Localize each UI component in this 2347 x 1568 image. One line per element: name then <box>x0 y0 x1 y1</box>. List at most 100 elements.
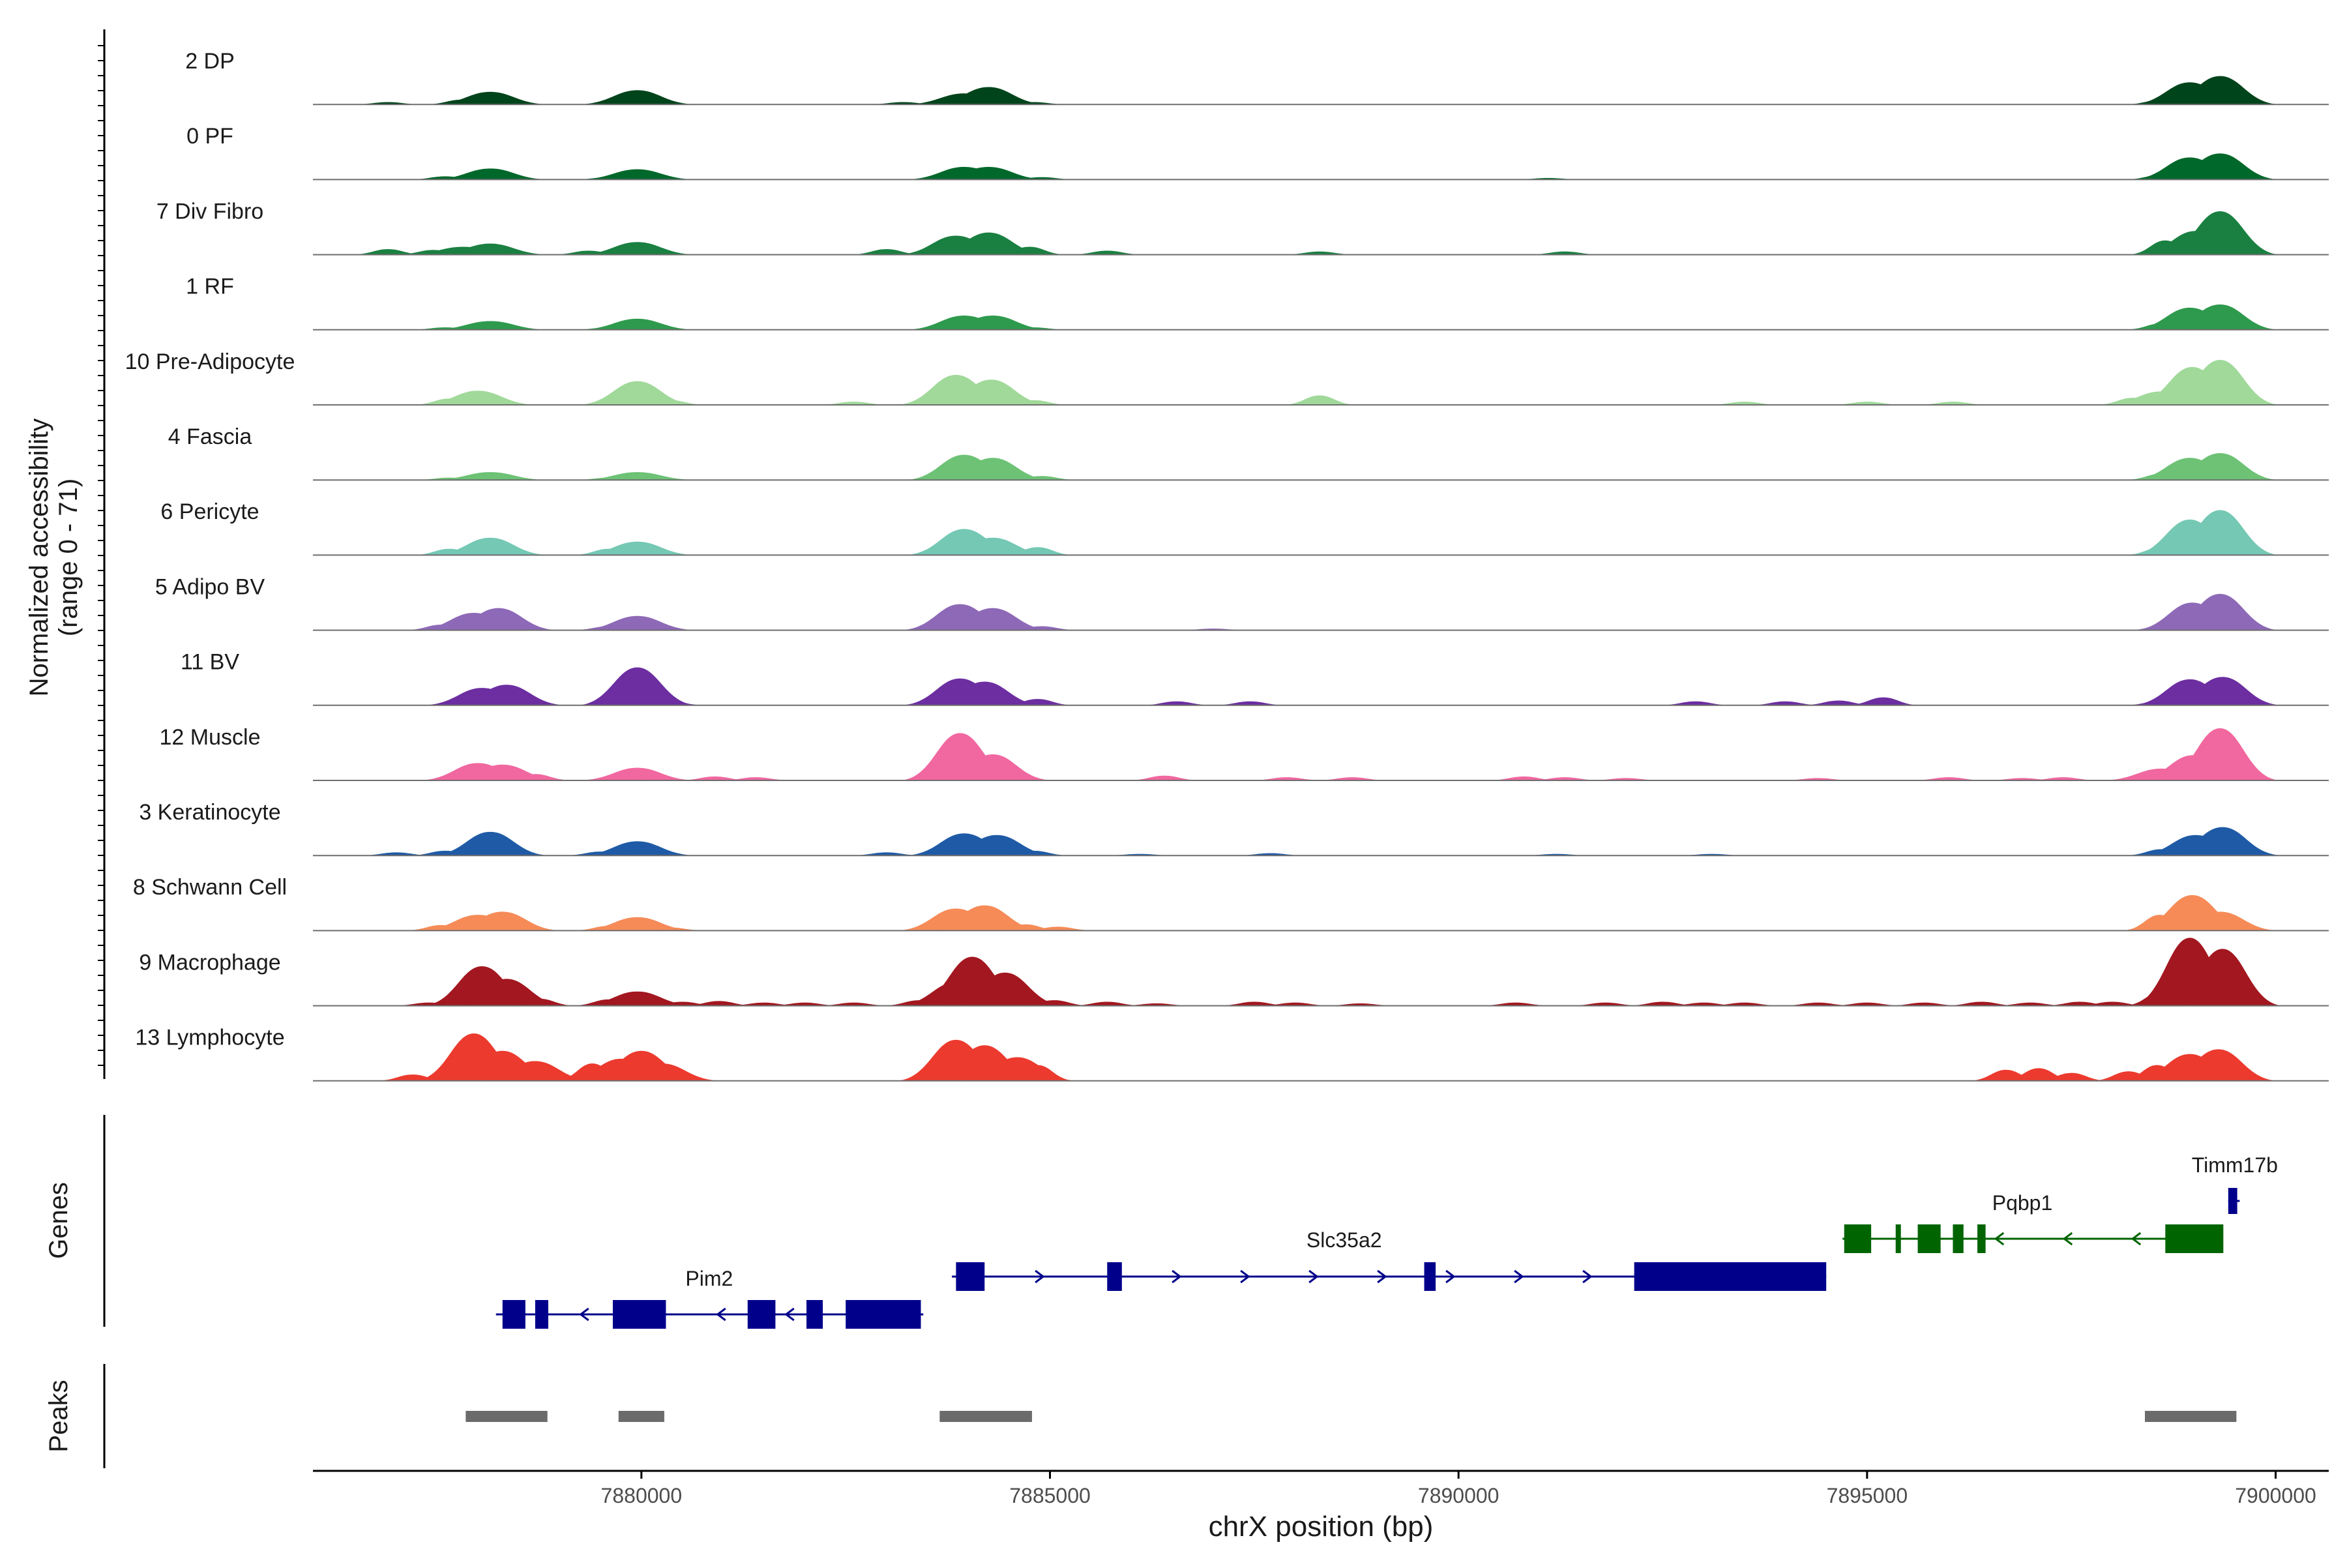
coverage-peak <box>716 777 795 780</box>
coverage-peak <box>765 1002 844 1006</box>
gene-label: Pqbp1 <box>1992 1191 2053 1215</box>
gene-exon <box>1844 1224 1872 1253</box>
strand-arrow-icon <box>1377 1269 1387 1284</box>
strand-arrow-icon <box>784 1307 795 1322</box>
coverage-peak <box>847 249 926 255</box>
coverage-peak <box>679 1001 758 1006</box>
coverage-peak <box>1280 395 1359 405</box>
gene-exon <box>1107 1262 1122 1291</box>
gene-exon <box>1634 1262 1827 1291</box>
coverage-peak <box>428 831 552 856</box>
coverage-peak <box>2122 175 2201 180</box>
track-label: 6 Pericyte <box>160 499 259 524</box>
peaks-panel-label: Peaks <box>44 1380 73 1452</box>
coverage-peak <box>923 905 1047 931</box>
coverage-peak <box>569 926 648 931</box>
coverage-peak <box>990 246 1069 255</box>
coverage-peak <box>814 1002 893 1006</box>
coverage-peak <box>2158 153 2282 180</box>
coverage-peak <box>2122 991 2201 1006</box>
coverage-peak <box>1125 775 1203 780</box>
coverage-peak <box>2122 547 2201 555</box>
track-label: 8 Schwann Cell <box>133 875 287 900</box>
coverage-peak <box>573 699 652 705</box>
coverage-peak <box>575 381 700 405</box>
coverage-peak <box>1910 777 1988 780</box>
coverage-peak <box>1019 926 1098 931</box>
coverage-peak <box>406 850 485 856</box>
coverage-peak <box>569 999 648 1006</box>
coverage-peak <box>602 777 681 780</box>
coverage-peak <box>1002 626 1081 630</box>
strand-arrow-icon <box>1172 1269 1182 1284</box>
track-2-dp: 2 DP <box>185 49 2329 106</box>
track-label: 12 Muscle <box>160 725 261 750</box>
x-axis-ticks: 7880000 7885000 7890000 7895000 7900000 <box>601 1471 2316 1507</box>
coverage-peak <box>1211 701 1290 705</box>
coverage-peak <box>926 87 1051 105</box>
gene-exon <box>1953 1224 1964 1253</box>
coverage-peak <box>2093 398 2172 405</box>
coverage-peak <box>2122 99 2201 105</box>
track-7-div-fibro: 7 Div Fibro <box>156 199 2329 256</box>
gene-exon <box>1895 1224 1901 1253</box>
coverage-peak <box>630 927 709 931</box>
x-tick-label: 7885000 <box>1009 1484 1091 1507</box>
coverage-peak <box>428 321 552 330</box>
coverage-peak <box>1885 1002 1964 1006</box>
strand-arrow-icon <box>2062 1232 2073 1246</box>
coverage-peak <box>930 315 1055 330</box>
strand-arrow-icon <box>1582 1269 1593 1284</box>
genes-panel-label: Genes <box>44 1182 73 1259</box>
coverage-peak <box>630 400 709 405</box>
coverage-peak <box>373 1074 452 1081</box>
coverage-peak <box>549 250 628 255</box>
coverage-peak <box>575 169 700 180</box>
coverage-peak <box>410 548 489 555</box>
y-axis-label: Normalized accessibility (range 0 - 71) <box>25 419 83 697</box>
coverage-peak <box>2032 1072 2111 1081</box>
gene-exon <box>806 1300 823 1329</box>
track-11-bv: 11 BV <box>181 650 2329 706</box>
coverage-peak <box>1068 250 1147 255</box>
gene-slc35a2: Slc35a2 <box>952 1228 1827 1291</box>
coverage-peak <box>1526 251 1604 255</box>
gene-annotations: Pim2 Slc35a2 Pqbp1 Timm17b <box>495 1153 2278 1329</box>
track-1-rf: 1 RF <box>186 274 2329 331</box>
strand-arrow-icon <box>716 1307 726 1322</box>
coverage-peak <box>998 547 1077 555</box>
coverage-peak <box>349 249 428 255</box>
track-label: 4 Fascia <box>168 424 252 449</box>
coverage-peak <box>500 998 579 1006</box>
coverage-peak <box>473 1061 597 1081</box>
coverage-peak <box>1844 697 1923 705</box>
coverage-peak <box>406 176 485 180</box>
coverage-tracks: 2 DP 0 PF 7 Div Fibro 1 RF 10 Pre-Adipocyte 4… <box>125 49 2329 1082</box>
coverage-peak <box>1476 1002 1555 1006</box>
coverage-peak <box>1215 1001 1293 1006</box>
gene-exon <box>747 1300 776 1329</box>
coverage-peak <box>1827 1002 1906 1006</box>
track-label: 10 Pre-Adipocyte <box>125 349 295 374</box>
x-tick-label: 7895000 <box>1827 1484 1908 1507</box>
coverage-peak <box>569 548 648 555</box>
strand-arrow-icon <box>1445 1269 1456 1284</box>
x-tick-label: 7900000 <box>2235 1484 2316 1507</box>
peak-region-bar <box>618 1411 664 1422</box>
coverage-peak <box>930 608 1055 630</box>
peak-regions <box>465 1411 2237 1422</box>
coverage-peak <box>930 458 1055 481</box>
coverage-axis-ticks <box>98 45 104 1066</box>
coverage-peak <box>440 911 565 931</box>
strand-arrow-icon <box>1240 1269 1250 1284</box>
track-8-schwann-cell: 8 Schwann Cell <box>133 875 2329 932</box>
strand-arrow-icon <box>1035 1269 1045 1284</box>
coverage-peak <box>930 754 1055 780</box>
coverage-peak <box>2122 849 2201 856</box>
track-5-adipo-bv: 5 Adipo BV <box>155 574 2329 631</box>
y-axis-label-line2: (range 0 - 71) <box>54 479 83 636</box>
coverage-peak <box>2158 510 2282 555</box>
coverage-peak <box>2158 453 2282 481</box>
peak-region-bar <box>2144 1411 2237 1422</box>
